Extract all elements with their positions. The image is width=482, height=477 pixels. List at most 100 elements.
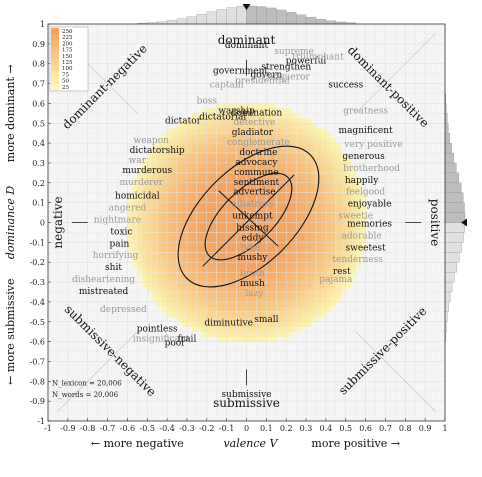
heat-cell [201, 252, 208, 258]
heat-cell [350, 232, 356, 238]
heat-cell [167, 301, 173, 308]
heat-cell [271, 177, 277, 184]
heat-cell [152, 267, 158, 273]
heat-cell [261, 287, 267, 293]
heat-cell [306, 291, 312, 298]
heat-cell [216, 291, 222, 298]
heat-cell [281, 148, 287, 154]
heat-cell [335, 148, 342, 154]
heat-cell [311, 232, 317, 238]
heat-cell [241, 301, 247, 308]
heat-cell [142, 257, 148, 263]
heat-cell [152, 182, 158, 189]
heat-cell [271, 257, 277, 263]
heat-cell [157, 148, 163, 154]
heat-cell [132, 237, 138, 243]
heat-cell [201, 301, 208, 308]
heat-cell [236, 301, 242, 308]
word-label: domination [231, 108, 283, 118]
heat-cell [142, 182, 148, 189]
ellipse-contours [177, 145, 320, 288]
heat-cell [231, 306, 237, 313]
heat-cell [191, 311, 198, 318]
heat-cell [201, 222, 208, 228]
heat-cell [211, 212, 218, 218]
heat-cell [335, 242, 342, 248]
heat-cell [241, 247, 247, 253]
dominance-hist-bar [444, 291, 451, 303]
heat-cell [345, 232, 352, 238]
heat-cell [211, 167, 218, 174]
valence-mean-marker [242, 4, 251, 10]
word-label: advocacy [235, 158, 278, 168]
heat-cell [335, 257, 342, 263]
heat-cell [266, 172, 272, 179]
heat-cell [177, 123, 183, 129]
heat-cell [137, 227, 143, 233]
heat-cell [271, 207, 277, 213]
heat-cell [172, 237, 178, 243]
heat-cell [236, 222, 242, 228]
heat-cell [330, 227, 337, 233]
heat-cell [181, 138, 188, 144]
dominance-hist-bar [444, 301, 449, 312]
heat-cell [306, 272, 312, 278]
heat-cell [231, 143, 237, 149]
heat-cell [172, 167, 178, 174]
heat-cell [256, 197, 262, 203]
heat-cell [206, 217, 213, 223]
word-label: greatness [343, 106, 388, 116]
heat-cell [241, 321, 247, 328]
heat-cell [296, 162, 302, 169]
heat-cell [191, 157, 198, 164]
y-tick-label: -0.4 [30, 298, 45, 307]
x-tick-label: -0.6 [120, 424, 135, 433]
heat-cell [350, 262, 356, 268]
heat-cell [216, 157, 222, 164]
heat-cell [271, 277, 277, 283]
heat-cell [325, 227, 332, 233]
heat-cell [186, 277, 193, 283]
y-tick-label: 0 [40, 219, 45, 228]
heat-cell [320, 301, 327, 308]
heat-cell [315, 148, 322, 154]
heat-cell [152, 148, 158, 154]
heat-cell [162, 172, 168, 179]
heat-cell [152, 212, 158, 218]
heat-cell [186, 252, 193, 258]
heat-cell [261, 282, 267, 288]
heat-cell [320, 167, 327, 174]
heat-cell [147, 232, 153, 238]
heat-cell [246, 222, 252, 228]
heat-cell [186, 172, 193, 179]
heat-cell [241, 108, 247, 114]
heat-cell [291, 162, 297, 169]
heat-cell [281, 113, 287, 119]
y-axis-label: dominance D [4, 186, 17, 260]
heat-cell [191, 301, 198, 308]
heat-cell [315, 277, 322, 283]
heat-cell [276, 227, 282, 233]
heat-cell [340, 237, 347, 243]
outer-ellipse [177, 145, 320, 288]
valence-hist-bar [256, 6, 267, 25]
heat-cell [330, 247, 337, 253]
heat-cell [186, 321, 193, 328]
heat-cell [266, 148, 272, 154]
heat-cell [186, 296, 193, 303]
heat-cell [271, 282, 277, 288]
heat-cell [177, 291, 183, 298]
heat-cell [246, 277, 252, 283]
heat-cell [266, 212, 272, 218]
heat-cell [246, 267, 252, 273]
heat-cell [172, 282, 178, 288]
heat-cell [241, 287, 247, 293]
colorbar-tick: 125 [62, 60, 73, 66]
heat-cell [221, 172, 227, 179]
word-label: conqueror [263, 73, 311, 83]
word-label: depressed [100, 305, 147, 315]
heat-cell [201, 172, 208, 179]
heat-cell [315, 262, 322, 268]
heat-cell [177, 207, 183, 213]
heat-cell [241, 306, 247, 313]
